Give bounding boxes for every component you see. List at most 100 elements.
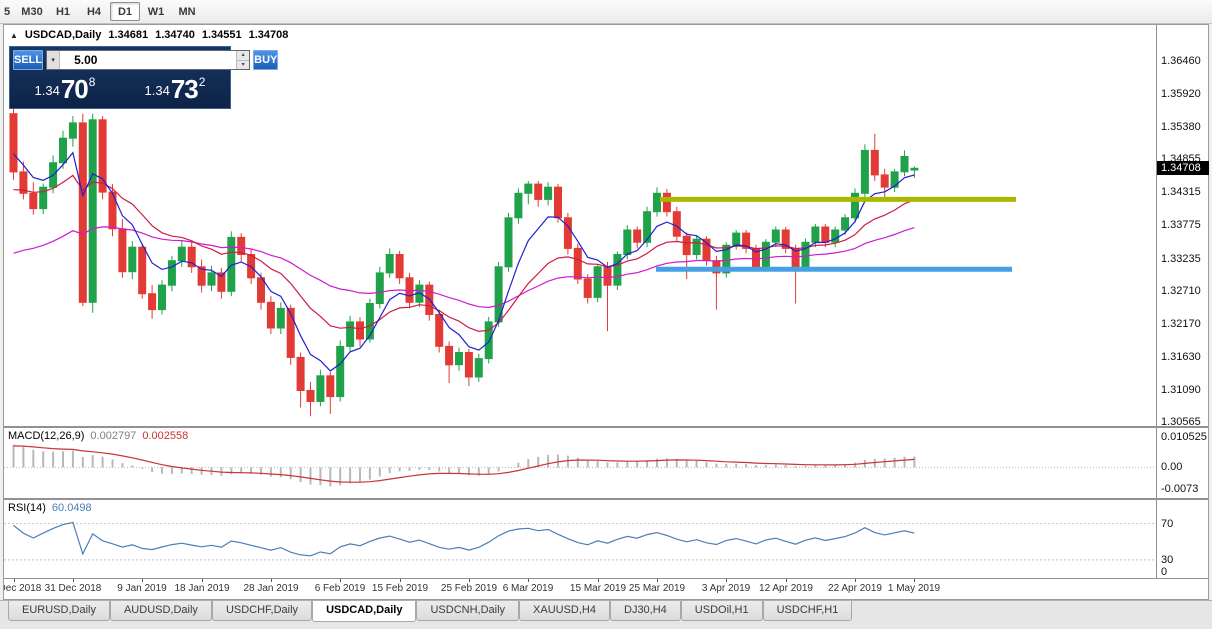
rsi-scale-label: 30	[1161, 554, 1174, 566]
date-label: 25 Mar 2019	[628, 583, 686, 594]
timeframe-button-5[interactable]: 5	[3, 5, 11, 18]
price-scale-label: 1.31090	[1161, 384, 1201, 396]
ma-slow-line	[13, 226, 915, 309]
rsi-line	[13, 521, 915, 557]
date-label: 18 Jan 2019	[174, 583, 230, 594]
date-tickmark	[914, 579, 915, 582]
date-tickmark	[469, 579, 470, 582]
price-scale-label: 1.35920	[1161, 88, 1201, 100]
macd-scale-label: 0.00	[1161, 461, 1183, 473]
date-label: 12 Apr 2019	[759, 583, 813, 594]
macd-signal-line	[13, 445, 915, 483]
price-scale-label: 1.35380	[1161, 121, 1201, 133]
rsi-scale-label: 70	[1161, 518, 1174, 530]
ma-medium-line	[13, 174, 915, 333]
volume-stepper: ▴ ▾	[236, 51, 250, 69]
ma-fast-line	[13, 151, 915, 372]
date-tickmark	[657, 579, 658, 582]
chart-tab-usdcad-daily[interactable]: USDCAD,Daily	[312, 601, 417, 622]
timeframe-button-m30[interactable]: M30	[21, 5, 43, 18]
current-price-tag: 1.34708	[1157, 161, 1209, 175]
oct-toggle-icon[interactable]: ▲	[10, 30, 18, 40]
chart-tab-usdchf-h1[interactable]: USDCHF,H1	[762, 601, 853, 621]
date-label: 15 Feb 2019	[371, 583, 429, 594]
macd-scale-label: 0.010525	[1161, 431, 1207, 443]
chart-tab-xauusd-h4[interactable]: XAUUSD,H4	[519, 601, 610, 621]
date-tickmark	[400, 579, 401, 582]
candlestick-chart[interactable]	[4, 25, 1156, 426]
date-label: 31 Dec 2018	[44, 583, 102, 594]
chart-tab-usdcnh-daily[interactable]: USDCNH,Daily	[416, 601, 520, 621]
date-tickmark	[14, 579, 15, 582]
date-tickmark	[726, 579, 727, 582]
macd-panel: MACD(12,26,9) 0.002797 0.002558	[4, 428, 1156, 498]
rsi-value: 60.0498	[51, 502, 92, 514]
bid-base: 1.34	[34, 83, 60, 98]
rsi-scale-label: 0	[1161, 566, 1168, 578]
chart-symbol-label: USDCAD,Daily	[24, 29, 102, 41]
buy-button[interactable]: BUY	[253, 50, 279, 70]
macd-value-signal: 0.002558	[142, 430, 189, 442]
timeframe-button-d1[interactable]: D1	[110, 2, 140, 21]
price-scale-label: 1.33775	[1161, 219, 1201, 231]
bid-sup: 8	[88, 75, 96, 89]
chart-tab-eurusd-daily[interactable]: EURUSD,Daily	[8, 601, 110, 621]
date-tickmark	[73, 579, 74, 582]
timeframe-button-h4[interactable]: H4	[86, 5, 102, 18]
timeframe-button-mn[interactable]: MN	[178, 5, 196, 18]
macd-label: MACD(12,26,9)	[8, 430, 85, 442]
price-scale[interactable]: 1.34708 1.36460 1.35920 1.35380 1.34855 1.34…	[1156, 25, 1209, 578]
ask-base: 1.34	[144, 83, 170, 98]
volume-dropdown-icon[interactable]: ▾	[47, 51, 61, 69]
date-tickmark	[340, 579, 341, 582]
sell-button[interactable]: SELL	[13, 50, 44, 70]
date-tickmark	[271, 579, 272, 582]
macd-chart[interactable]	[4, 428, 1156, 498]
chart-tab-audusd-daily[interactable]: AUDUSD,Daily	[109, 601, 212, 621]
price-scale-label: 1.36460	[1161, 55, 1201, 67]
ohlc-low: 1.34551	[201, 29, 242, 41]
date-tickmark	[598, 579, 599, 582]
price-scale-label: 1.31630	[1161, 351, 1201, 363]
rsi-label: RSI(14)	[8, 502, 46, 514]
chart-tabbar: EURUSD,Daily AUDUSD,Daily USDCHF,Daily USDC…	[0, 600, 1212, 629]
volume-increase-icon[interactable]: ▴	[237, 51, 250, 61]
date-label: 28 Jan 2019	[243, 583, 299, 594]
chart-info: ▲ USDCAD,Daily 1.34681 1.34740 1.34551 1…	[10, 29, 288, 41]
volume-decrease-icon[interactable]: ▾	[237, 60, 250, 69]
volume-input[interactable]	[60, 51, 237, 69]
chart-window: ▲ USDCAD,Daily 1.34681 1.34740 1.34551 1…	[3, 24, 1209, 600]
date-label: 25 Feb 2019	[440, 583, 498, 594]
timeframe-button-w1[interactable]: W1	[147, 5, 165, 18]
chart-tab-usdoil-h1[interactable]: USDOil,H1	[680, 601, 763, 621]
chart-tab-dj30-h4[interactable]: DJ30,H4	[610, 601, 681, 621]
date-label: 15 Mar 2019	[569, 583, 627, 594]
bid-price: 1.34 70 8	[10, 72, 120, 105]
macd-histogram	[12, 444, 916, 487]
price-scale-label: 1.32710	[1161, 285, 1201, 297]
main-chart-area[interactable]: ▲ USDCAD,Daily 1.34681 1.34740 1.34551 1…	[4, 25, 1156, 426]
date-tickmark	[855, 579, 856, 582]
rsi-chart[interactable]	[4, 500, 1156, 578]
ask-price: 1.34 73 2	[120, 72, 230, 105]
chart-tab-usdchf-daily[interactable]: USDCHF,Daily	[211, 601, 313, 621]
bid-pips: 70	[60, 74, 89, 104]
date-tickmark	[528, 579, 529, 582]
macd-value-main: 0.002797	[90, 430, 137, 442]
ohlc-open: 1.34681	[108, 29, 149, 41]
panel-separator[interactable]	[4, 498, 1208, 500]
price-scale-label: 1.32170	[1161, 318, 1201, 330]
date-label: 21 Dec 2018	[4, 583, 42, 594]
panel-separator	[4, 578, 1208, 579]
timeframe-button-h1[interactable]: H1	[55, 5, 71, 18]
date-label: 1 May 2019	[887, 583, 941, 594]
ohlc-high: 1.34740	[155, 29, 195, 41]
panel-separator[interactable]	[4, 426, 1208, 428]
timeframe-toolbar: 5 M30 H1 H4 D1 W1 MN	[0, 0, 1212, 24]
date-label: 3 Apr 2019	[701, 583, 751, 594]
ask-pips: 73	[170, 74, 199, 104]
date-label: 6 Mar 2019	[502, 583, 554, 594]
ohlc-close: 1.34708	[248, 29, 289, 41]
